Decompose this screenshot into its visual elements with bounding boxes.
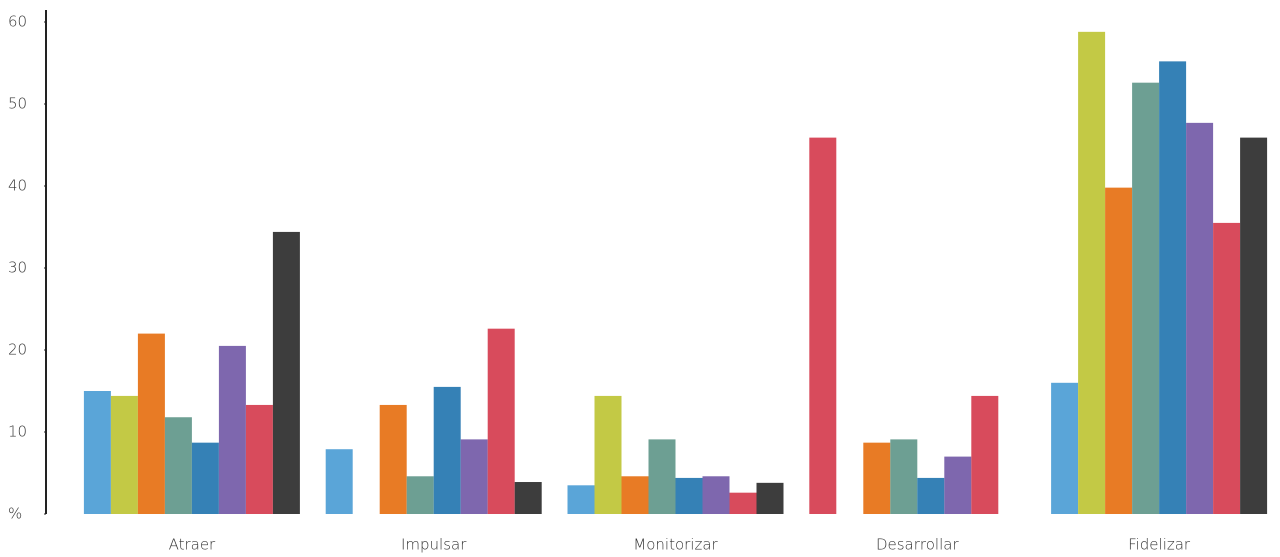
x-tick-label: Atraer	[169, 536, 216, 554]
bar	[83, 391, 111, 514]
bar	[137, 333, 165, 514]
bar	[110, 395, 138, 514]
bar	[1240, 137, 1268, 514]
bar	[1051, 382, 1079, 514]
bar	[487, 328, 515, 514]
bar	[594, 395, 622, 514]
bar	[648, 439, 676, 514]
bar	[863, 442, 891, 514]
y-tick-label: 20	[8, 341, 27, 359]
x-tick-label: Fidelizar	[1128, 536, 1191, 554]
bar	[944, 456, 972, 514]
bar	[406, 476, 434, 514]
bar	[1186, 122, 1214, 515]
bar	[1078, 31, 1106, 515]
y-tick-label: %	[8, 505, 22, 523]
y-tick-label: 30	[8, 259, 27, 277]
y-tick-label: 60	[8, 13, 27, 31]
bar	[917, 477, 945, 514]
bar	[621, 476, 649, 514]
bar	[971, 395, 999, 514]
bar	[890, 439, 918, 514]
bar	[756, 482, 784, 514]
bar	[1105, 187, 1133, 514]
y-tick-label: 10	[8, 423, 27, 441]
bar	[702, 476, 730, 514]
y-tick-label: 40	[8, 177, 27, 195]
bar	[1159, 61, 1187, 515]
bar	[379, 404, 407, 514]
bar	[191, 442, 219, 514]
bar	[567, 485, 595, 514]
bar	[433, 386, 461, 514]
bar	[164, 417, 192, 514]
x-tick-label: Desarrollar	[876, 536, 959, 554]
bar	[729, 492, 757, 514]
y-tick-label: 50	[8, 95, 27, 113]
x-tick-label: Monitorizar	[633, 536, 718, 554]
x-tick-label: Impulsar	[401, 536, 467, 554]
bar	[218, 345, 246, 514]
bar	[460, 439, 488, 514]
bar	[245, 404, 273, 514]
bar	[1213, 222, 1241, 514]
bar	[514, 482, 542, 514]
bar	[675, 477, 703, 514]
bar	[325, 449, 353, 514]
bar	[809, 137, 837, 514]
bar	[272, 231, 300, 515]
bar	[1132, 82, 1160, 515]
